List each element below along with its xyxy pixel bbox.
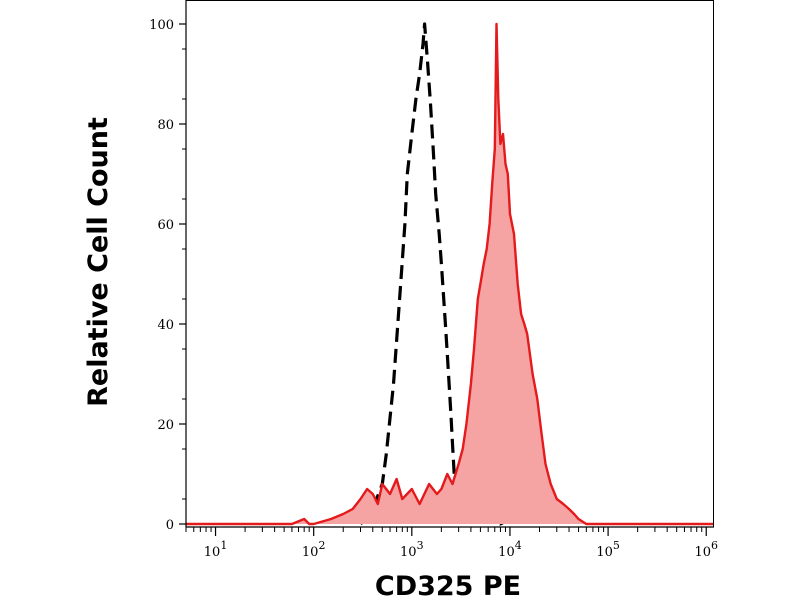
x-tick-label: 104 <box>498 539 522 560</box>
axes-layer: 101 102 103 104 105 106 0 20 40 60 80 100 <box>149 0 718 560</box>
series-layer <box>186 22 714 526</box>
x-tick-label: 105 <box>596 539 620 560</box>
y-tick-label: 80 <box>157 118 174 133</box>
x-tick-label: 103 <box>400 539 424 560</box>
y-tick-label: 100 <box>149 18 174 33</box>
y-axis-title: Relative Cell Count <box>83 117 114 407</box>
x-tick-label: 102 <box>302 539 326 560</box>
x-axis-title: CD325 PE <box>375 571 521 600</box>
x-tick-label: 101 <box>204 539 228 560</box>
y-tick-label: 20 <box>157 418 174 433</box>
series-0-line <box>359 22 519 526</box>
y-tick-label: 40 <box>157 318 174 333</box>
series-1-line <box>186 22 714 526</box>
y-tick-label: 60 <box>157 218 174 233</box>
y-tick-label: 0 <box>166 518 174 533</box>
plot-area <box>186 0 714 527</box>
x-tick-label: 106 <box>694 539 718 560</box>
